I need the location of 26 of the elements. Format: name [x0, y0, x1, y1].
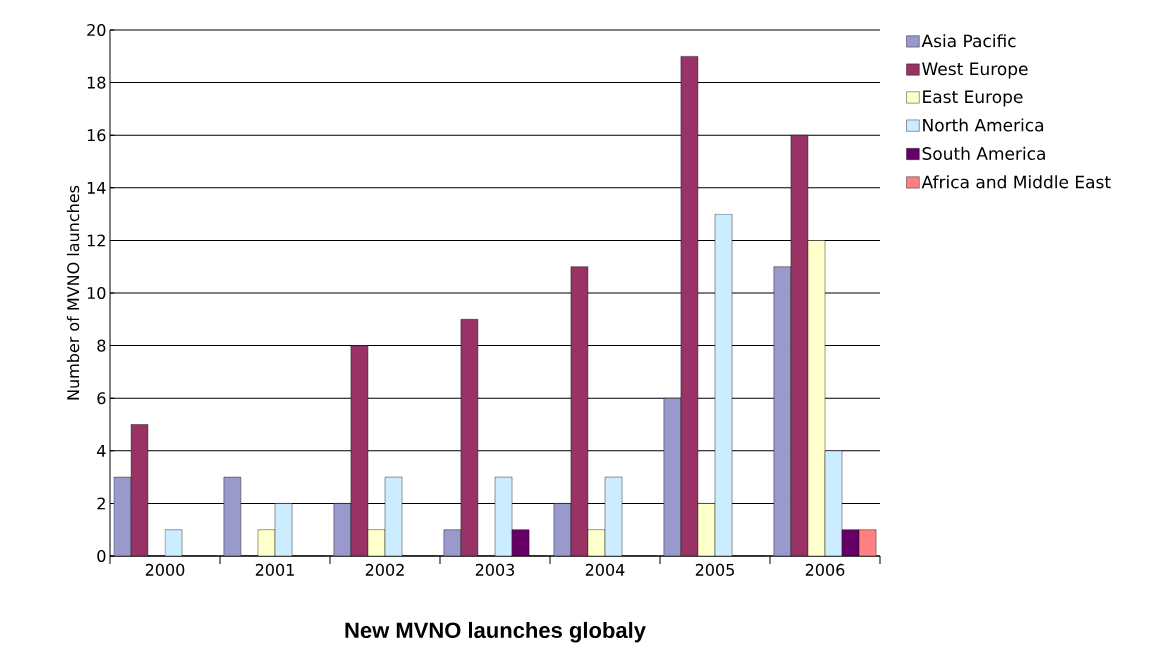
y-tick-label: 0 [97, 549, 106, 563]
y-tick-label: 4 [97, 444, 106, 457]
legend-label: Asia Pacific [921, 34, 1016, 48]
y-tick-label: 2 [97, 497, 105, 510]
legend-label: East Europe [923, 90, 1023, 107]
y-tick-label: 8 [97, 339, 106, 352]
y-tick-label: 14 [87, 181, 106, 194]
y-tick-label: 12 [87, 234, 105, 247]
x-tick-label: 2006 [805, 563, 845, 576]
x-tick-label: 2000 [145, 563, 185, 576]
x-tick-label: 2005 [695, 563, 734, 576]
legend-label: North America [923, 118, 1044, 132]
legend-label: West Europe [922, 62, 1028, 79]
x-tick-label: 2004 [585, 563, 625, 576]
legend-label: Africa and Middle East [921, 175, 1111, 189]
y-tick-label: 10 [87, 286, 106, 300]
x-tick-label: 2003 [475, 563, 515, 576]
legend-label: South America [922, 146, 1045, 160]
y-axis-title: Number of MVNO launches [66, 185, 80, 400]
y-tick-label: 6 [97, 392, 106, 405]
x-tick-label: 2001 [255, 563, 294, 576]
y-tick-label: 20 [87, 23, 106, 37]
y-tick-label: 18 [87, 76, 106, 89]
text: New MVNO launches globaly [345, 621, 646, 643]
x-tick-label: 2002 [365, 563, 404, 576]
y-tick-label: 16 [87, 129, 106, 142]
